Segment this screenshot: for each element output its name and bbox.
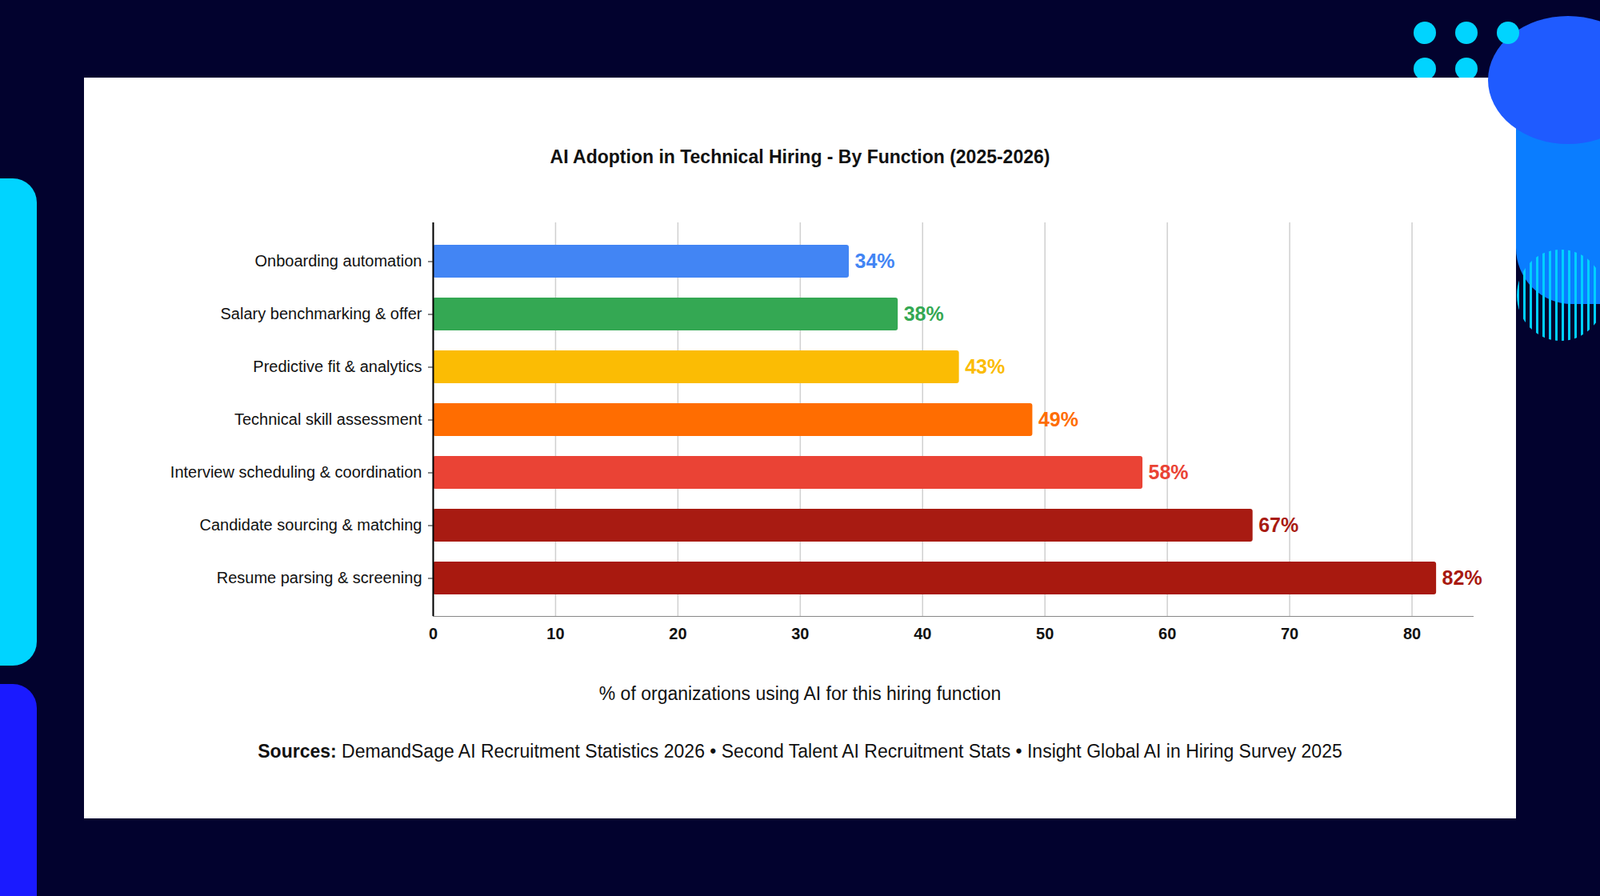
svg-text:40: 40 xyxy=(913,624,932,643)
svg-text:Technical skill assessment: Technical skill assessment xyxy=(234,410,423,428)
svg-text:Candidate sourcing & matching: Candidate sourcing & matching xyxy=(200,516,423,534)
svg-text:43%: 43% xyxy=(964,355,1005,378)
svg-text:50: 50 xyxy=(1036,624,1054,643)
svg-text:34%: 34% xyxy=(855,249,896,272)
html-text:AI Adoption in Technical Hirin: AI Adoption in Technical Hiring - By Fun… xyxy=(550,146,1050,168)
html-text:% of organizations using AI fo: % of organizations using AI for this hir… xyxy=(599,683,1001,704)
svg-text:80: 80 xyxy=(1403,624,1421,643)
svg-text:Interview scheduling & coordin: Interview scheduling & coordination xyxy=(170,463,423,481)
svg-text:38%: 38% xyxy=(904,302,944,325)
svg-text:Predictive fit & analytics: Predictive fit & analytics xyxy=(252,357,422,376)
svg-text:58%: 58% xyxy=(1148,460,1189,484)
svg-text:10: 10 xyxy=(546,624,564,643)
svg-text:Resume parsing & screening: Resume parsing & screening xyxy=(216,568,423,587)
svg-text:30: 30 xyxy=(791,624,809,643)
svg-text:20: 20 xyxy=(668,624,687,643)
svg-text:67%: 67% xyxy=(1258,513,1299,536)
svg-text:0: 0 xyxy=(428,624,438,643)
svg-text:70: 70 xyxy=(1280,624,1299,643)
svg-text:60: 60 xyxy=(1158,624,1176,643)
svg-text:Salary benchmarking & offer: Salary benchmarking & offer xyxy=(220,304,423,323)
html-text:Sources: DemandSage AI Recruit: Sources: DemandSage AI Recruitment Stati… xyxy=(257,740,1343,762)
svg-text:49%: 49% xyxy=(1038,408,1079,431)
svg-text:82%: 82% xyxy=(1442,566,1483,589)
svg-text:Onboarding automation: Onboarding automation xyxy=(254,252,422,270)
